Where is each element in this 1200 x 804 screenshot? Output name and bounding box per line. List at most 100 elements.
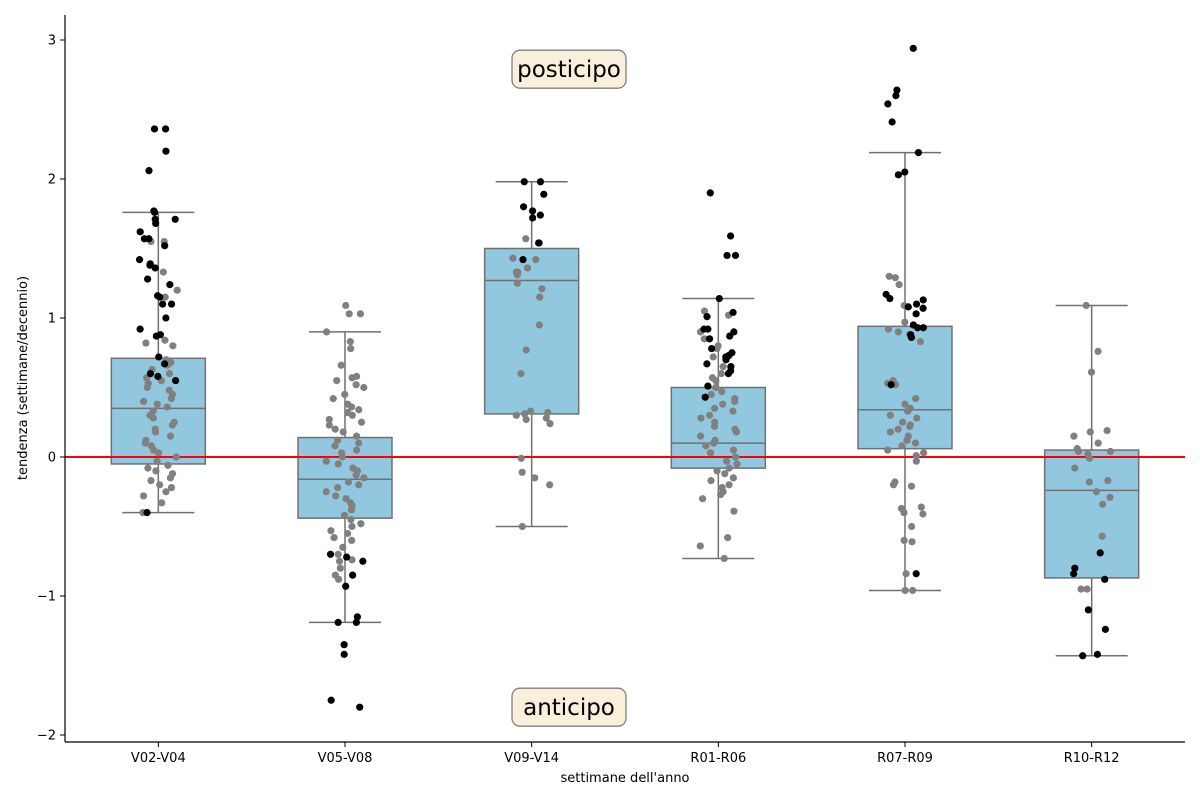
data-point-nonsignificant xyxy=(908,522,916,531)
data-point-nonsignificant xyxy=(522,235,530,243)
data-point-nonsignificant xyxy=(700,307,709,315)
data-point-nonsignificant xyxy=(333,376,341,385)
data-point-nonsignificant xyxy=(341,390,349,399)
data-point-nonsignificant xyxy=(522,415,530,424)
data-point-nonsignificant xyxy=(166,432,175,440)
data-point-significant xyxy=(705,335,714,343)
points-layer xyxy=(135,44,1114,711)
data-point-nonsignificant xyxy=(710,439,718,447)
boxes-layer xyxy=(110,151,1140,657)
data-point-nonsignificant xyxy=(904,407,912,415)
data-point-significant xyxy=(536,178,545,186)
annotation-box xyxy=(511,687,627,727)
box-iqr xyxy=(670,386,767,469)
data-point-nonsignificant xyxy=(325,421,333,429)
data-point-significant xyxy=(334,618,342,627)
data-point-nonsignificant xyxy=(325,415,333,424)
data-point-nonsignificant xyxy=(348,556,356,564)
data-point-nonsignificant xyxy=(909,586,917,595)
data-point-nonsignificant xyxy=(513,279,521,287)
data-point-nonsignificant xyxy=(152,467,160,475)
data-point-nonsignificant xyxy=(919,510,927,518)
data-point-significant xyxy=(160,360,169,368)
data-point-significant xyxy=(519,256,527,264)
data-point-nonsignificant xyxy=(891,274,899,282)
data-point-nonsignificant xyxy=(347,344,355,353)
data-point-nonsignificant xyxy=(1085,478,1093,486)
data-point-nonsignificant xyxy=(889,481,898,489)
data-point-nonsignificant xyxy=(1104,477,1112,485)
data-point-nonsignificant xyxy=(917,503,925,511)
data-point-nonsignificant xyxy=(334,483,342,492)
data-point-nonsignificant xyxy=(1082,301,1090,310)
data-point-nonsignificant xyxy=(340,511,349,519)
data-point-significant xyxy=(135,256,144,264)
data-point-nonsignificant xyxy=(731,453,740,461)
data-point-nonsignificant xyxy=(718,388,726,396)
annotation-box xyxy=(511,49,627,89)
data-point-nonsignificant xyxy=(164,461,172,469)
data-point-nonsignificant xyxy=(908,538,916,546)
data-point-nonsignificant xyxy=(696,542,704,550)
x-tick-label: R07-R09 xyxy=(877,751,933,766)
data-point-nonsignificant xyxy=(717,490,725,499)
data-point-significant xyxy=(704,325,712,333)
data-point-nonsignificant xyxy=(912,452,920,460)
data-point-nonsignificant xyxy=(912,395,920,403)
data-point-nonsignificant xyxy=(1085,454,1094,462)
data-point-nonsignificant xyxy=(518,522,526,531)
box-group-V09-V14 xyxy=(483,181,580,528)
data-point-nonsignificant xyxy=(355,481,363,489)
data-point-nonsignificant xyxy=(907,482,916,490)
data-point-significant xyxy=(536,211,544,219)
annotation-text: posticipo xyxy=(517,57,621,83)
data-point-nonsignificant xyxy=(163,403,171,411)
data-point-nonsignificant xyxy=(162,488,170,496)
data-point-nonsignificant xyxy=(336,564,344,572)
data-point-nonsignificant xyxy=(697,414,705,422)
data-point-nonsignificant xyxy=(173,286,181,294)
box-group-R10-R12 xyxy=(1043,304,1140,657)
data-point-nonsignificant xyxy=(167,395,176,403)
data-point-nonsignificant xyxy=(512,411,520,419)
data-point-nonsignificant xyxy=(509,254,517,262)
data-point-nonsignificant xyxy=(517,454,525,462)
y-tick-label: 0 xyxy=(48,451,56,466)
data-point-significant xyxy=(145,167,153,175)
data-point-significant xyxy=(162,314,170,322)
data-point-nonsignificant xyxy=(344,478,353,486)
data-point-significant xyxy=(723,251,731,260)
data-point-nonsignificant xyxy=(334,436,342,444)
data-point-significant xyxy=(892,92,900,100)
data-point-nonsignificant xyxy=(360,474,368,482)
data-point-nonsignificant xyxy=(898,442,906,450)
data-point-significant xyxy=(731,251,740,260)
box-group-R01-R06 xyxy=(670,297,767,560)
data-point-significant xyxy=(884,100,892,108)
data-point-significant xyxy=(519,203,528,211)
data-point-nonsignificant xyxy=(1083,585,1091,593)
data-point-nonsignificant xyxy=(894,425,902,433)
data-point-nonsignificant xyxy=(542,414,550,422)
data-point-nonsignificant xyxy=(322,328,331,336)
data-point-nonsignificant xyxy=(357,418,366,426)
x-tick-label: V09-V14 xyxy=(504,751,559,766)
data-point-nonsignificant xyxy=(322,457,330,465)
data-point-nonsignificant xyxy=(1074,447,1083,456)
data-point-nonsignificant xyxy=(334,575,343,583)
data-point-nonsignificant xyxy=(161,293,169,301)
data-point-significant xyxy=(704,382,712,390)
data-point-nonsignificant xyxy=(332,492,340,500)
box-iqr xyxy=(857,325,953,450)
data-point-nonsignificant xyxy=(357,520,365,528)
data-point-nonsignificant xyxy=(347,515,355,524)
data-point-nonsignificant xyxy=(710,422,719,431)
data-point-nonsignificant xyxy=(1099,500,1107,508)
data-point-nonsignificant xyxy=(167,483,176,492)
data-point-nonsignificant xyxy=(1087,368,1096,376)
axes-layer: −2 −1 0 1 2 3 V02-V04 V05-V08 V09-V14 R01-R06 R07-… xyxy=(37,15,1185,766)
x-tick-label: V05-V08 xyxy=(318,751,373,766)
data-point-significant xyxy=(167,300,176,308)
data-point-significant xyxy=(343,553,351,561)
data-point-nonsignificant xyxy=(347,506,356,514)
